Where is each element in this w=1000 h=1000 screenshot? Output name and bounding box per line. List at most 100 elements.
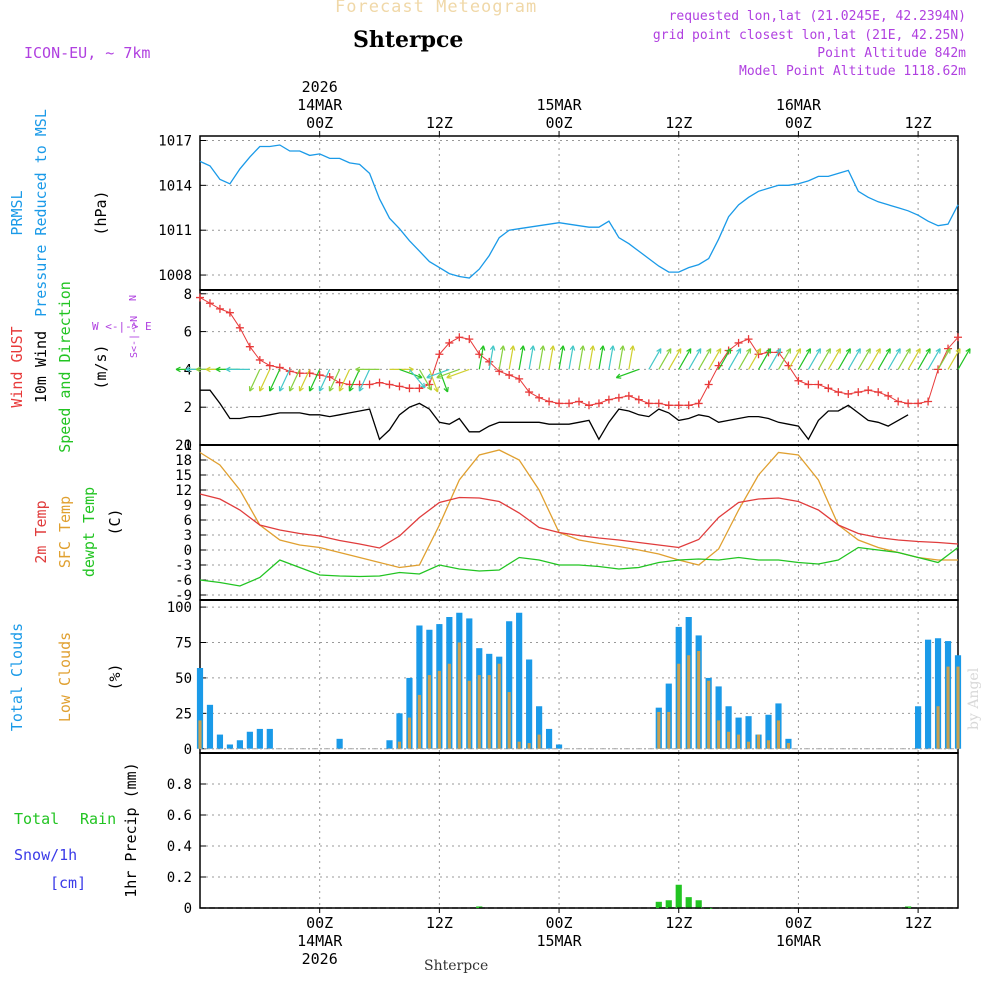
wind-arrow-head [268, 386, 274, 392]
wind-arrow-head [433, 386, 439, 393]
wind-arrow [678, 348, 692, 370]
wind-arrow [538, 345, 544, 370]
wind-arrow [817, 348, 831, 370]
wind-arrow-head [258, 386, 264, 392]
bottom-time-label: 12Z [905, 914, 932, 932]
wind-ytick-label: 0 [184, 438, 192, 454]
gust-marker [505, 371, 514, 380]
wind-arrow-head [288, 386, 294, 392]
grid-point-coords: grid point closest lon,lat (21E, 42.25N) [652, 28, 966, 43]
wind-arrow-head [355, 366, 361, 373]
total-cloud-bar [924, 639, 932, 749]
wind-arrow [718, 348, 732, 370]
total-cloud-bar [765, 714, 772, 749]
top-time-label: 15MAR [536, 96, 582, 114]
low-cloud-bar [737, 734, 741, 749]
wind-arrow-head [539, 345, 546, 351]
precip-ytick-label: 0 [184, 901, 192, 917]
wind-arrow-head [746, 348, 752, 354]
requested-coords: requested lon,lat (21.0245E, 42.2394N) [668, 9, 966, 24]
gust-marker [555, 399, 564, 408]
top-time-label: 00Z [546, 114, 573, 132]
temp-2m-line [199, 493, 959, 549]
wind-arrow-head [569, 345, 576, 351]
gust-marker [435, 350, 444, 359]
gust-marker [225, 308, 234, 317]
gust-marker [864, 386, 873, 395]
wind-arrow [827, 348, 841, 370]
wind-arrow-head [865, 348, 871, 354]
cloud-ytick-label: 100 [167, 600, 192, 616]
wind-arrow-head [609, 345, 616, 351]
wind-arrow [877, 348, 891, 370]
cloud-label-low: Low Clouds [56, 632, 74, 722]
gust-marker [196, 293, 204, 302]
wind-arrow [588, 345, 594, 370]
model-name: ICON-EU, ~ 7km [24, 44, 151, 62]
bottom-time-label: 00Z [785, 914, 812, 932]
low-cloud-bar [497, 663, 501, 749]
wind-arrow-head [905, 348, 911, 354]
wind-ytick-label: 2 [184, 400, 192, 416]
gust-marker [824, 384, 833, 393]
wind-speed-line [200, 389, 909, 441]
low-cloud-bar [437, 670, 441, 749]
temp-ytick-label: -3 [175, 558, 192, 574]
temp-ytick-label: 0 [184, 543, 192, 559]
wind-arrow [907, 348, 921, 370]
total-cloud-bar [406, 677, 413, 749]
wind-arrow-head [443, 386, 449, 393]
rain-bar [675, 884, 682, 908]
wind-arrow [478, 345, 485, 370]
precip-label-rain: Rain [80, 810, 116, 828]
wind-arrow-head [875, 348, 881, 354]
wind-arrow-head [696, 348, 702, 354]
low-cloud-bar [707, 680, 711, 749]
wind-arrow [708, 348, 722, 370]
temp-ytick-label: 3 [184, 528, 192, 544]
gust-marker [545, 397, 554, 406]
low-cloud-bar [727, 731, 731, 749]
wind-arrow [308, 369, 321, 392]
low-cloud-bar [457, 642, 461, 749]
gust-marker [335, 378, 344, 387]
cloud-ytick-label: 75 [175, 636, 192, 652]
wind-arrow [446, 368, 470, 379]
total-cloud-bar [206, 704, 214, 749]
gust-marker [385, 380, 394, 389]
gust-marker [465, 335, 474, 344]
total-cloud-bar [536, 706, 543, 749]
wind-arrow [488, 345, 494, 370]
top-time-label: 00Z [785, 114, 812, 132]
gust-marker [515, 374, 524, 383]
cloud-ytick-label: 50 [175, 671, 192, 687]
low-cloud-bar [467, 680, 471, 749]
sfc-temp-line [199, 449, 958, 569]
total-cloud-bar [725, 706, 732, 749]
bottom-time-label: 00Z [546, 914, 573, 932]
bottom-time-label: 16MAR [776, 932, 822, 950]
wind-arrow [259, 369, 271, 392]
temp-ytick-label: 18 [175, 453, 192, 469]
pressure-ytick-label: 1011 [158, 223, 192, 239]
gust-marker [884, 391, 893, 400]
rain-bar [655, 901, 662, 908]
top-time-label: 14MAR [297, 96, 343, 114]
precip-label-snow: Snow/1h [14, 846, 77, 864]
gust-marker [245, 342, 254, 351]
wind-arrow-head [436, 373, 442, 379]
gust-marker [325, 372, 334, 381]
low-cloud-bar [487, 675, 491, 749]
wind-arrow-head [509, 345, 516, 351]
wind-arrow [857, 348, 871, 370]
gust-marker [455, 333, 464, 342]
pressure-label-1: PRMSL [8, 190, 26, 235]
pressure-label-2: Pressure Reduced to MSL [32, 109, 50, 317]
wind-arrow-head [426, 373, 432, 379]
gust-marker [854, 388, 863, 397]
gust-marker [535, 393, 544, 402]
gust-marker [874, 388, 883, 397]
pressure-line [199, 144, 959, 279]
